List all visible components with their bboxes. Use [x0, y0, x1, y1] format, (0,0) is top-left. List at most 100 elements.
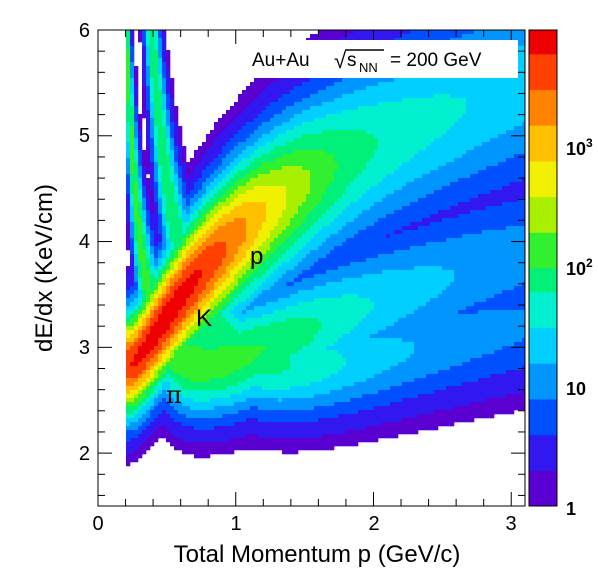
- heatmap-cell: [290, 330, 295, 335]
- heatmap-cell: [170, 218, 175, 223]
- heatmap-cell: [210, 138, 215, 143]
- heatmap-cell: [202, 370, 207, 375]
- heatmap-cell: [218, 134, 223, 139]
- heatmap-cell: [306, 86, 311, 91]
- heatmap-cell: [274, 402, 279, 407]
- heatmap-cell: [166, 66, 171, 71]
- heatmap-cell: [242, 410, 247, 415]
- heatmap-cell: [274, 226, 279, 231]
- heatmap-cell: [290, 150, 295, 155]
- heatmap-cell: [330, 350, 335, 355]
- heatmap-cell: [146, 170, 151, 175]
- heatmap-cell: [134, 186, 139, 191]
- heatmap-cell: [234, 334, 239, 339]
- heatmap-cell: [262, 234, 267, 239]
- heatmap-cell: [158, 78, 163, 83]
- heatmap-cell: [146, 150, 151, 155]
- heatmap-cell: [162, 402, 167, 407]
- heatmap-cell: [298, 226, 303, 231]
- heatmap-cell: [158, 294, 163, 299]
- heatmap-cell: [134, 106, 139, 111]
- heatmap-cell: [166, 434, 171, 439]
- heatmap-cell: [254, 90, 259, 95]
- heatmap-cell: [154, 106, 159, 111]
- heatmap-cell: [270, 306, 275, 311]
- heatmap-cell: [142, 382, 147, 387]
- heatmap-cell: [178, 254, 183, 259]
- heatmap-cell: [250, 242, 255, 247]
- heatmap-cell: [242, 434, 247, 439]
- heatmap-cell: [270, 122, 275, 127]
- heatmap-cell: [334, 390, 339, 395]
- heatmap-cell: [266, 274, 271, 279]
- heatmap-cell: [234, 330, 239, 335]
- heatmap-cell: [166, 154, 171, 159]
- heatmap-cell: [246, 230, 251, 235]
- heatmap-cell: [310, 314, 315, 319]
- heatmap-cell: [194, 190, 199, 195]
- heatmap-cell: [306, 330, 311, 335]
- heatmap-cell: [270, 278, 275, 283]
- heatmap-cell: [142, 182, 147, 187]
- heatmap-cell: [306, 238, 311, 243]
- heatmap-cell: [182, 234, 187, 239]
- heatmap-cell: [246, 202, 251, 207]
- heatmap-cell: [174, 114, 179, 119]
- heatmap-cell: [194, 418, 199, 423]
- heatmap-cell: [298, 130, 303, 135]
- heatmap-cell: [166, 214, 171, 219]
- heatmap-cell: [326, 150, 331, 155]
- heatmap-cell: [282, 190, 287, 195]
- heatmap-cell: [274, 278, 279, 283]
- heatmap-cell: [170, 330, 175, 335]
- heatmap-cell: [250, 338, 255, 343]
- heatmap-cell: [338, 98, 343, 103]
- heatmap-cell: [246, 362, 251, 367]
- heatmap-cell: [190, 294, 195, 299]
- heatmap-cell: [310, 274, 315, 279]
- heatmap-cell: [142, 434, 147, 439]
- heatmap-cell: [162, 406, 167, 411]
- heatmap-cell: [186, 218, 191, 223]
- heatmap-cell: [182, 206, 187, 211]
- heatmap-cell: [142, 174, 147, 179]
- heatmap-cell: [258, 86, 263, 91]
- heatmap-cell: [290, 154, 295, 159]
- heatmap-cell: [158, 74, 163, 79]
- heatmap-cell: [226, 234, 231, 239]
- heatmap-cell: [218, 274, 223, 279]
- heatmap-cell: [266, 162, 271, 167]
- heatmap-cell: [206, 170, 211, 175]
- heatmap-cell: [262, 338, 267, 343]
- heatmap-cell: [198, 158, 203, 163]
- heatmap-cell: [326, 418, 331, 423]
- heatmap-cell: [222, 230, 227, 235]
- heatmap-cell: [298, 230, 303, 235]
- heatmap-cell: [166, 250, 171, 255]
- heatmap-cell: [198, 310, 203, 315]
- heatmap-cell: [130, 370, 135, 375]
- heatmap-cell: [326, 198, 331, 203]
- heatmap-cell: [266, 282, 271, 287]
- heatmap-cell: [126, 122, 131, 127]
- heatmap-cell: [206, 446, 211, 451]
- heatmap-cell: [126, 334, 131, 339]
- heatmap-cell: [318, 386, 323, 391]
- heatmap-cell: [274, 78, 279, 83]
- heatmap-cell: [214, 294, 219, 299]
- heatmap-cell: [294, 94, 299, 99]
- heatmap-cell: [326, 370, 331, 375]
- heatmap-cell: [334, 226, 339, 231]
- heatmap-cell: [266, 382, 271, 387]
- heatmap-cell: [230, 238, 235, 243]
- heatmap-cell: [306, 354, 311, 359]
- heatmap-cell: [314, 414, 319, 419]
- heatmap-cell: [238, 358, 243, 363]
- heatmap-cell: [286, 234, 291, 239]
- heatmap-cell: [326, 362, 331, 367]
- heatmap-cell: [230, 190, 235, 195]
- heatmap-cell: [286, 126, 291, 131]
- heatmap-cell: [266, 174, 271, 179]
- heatmap-cell: [130, 102, 135, 107]
- heatmap-cell: [338, 114, 343, 119]
